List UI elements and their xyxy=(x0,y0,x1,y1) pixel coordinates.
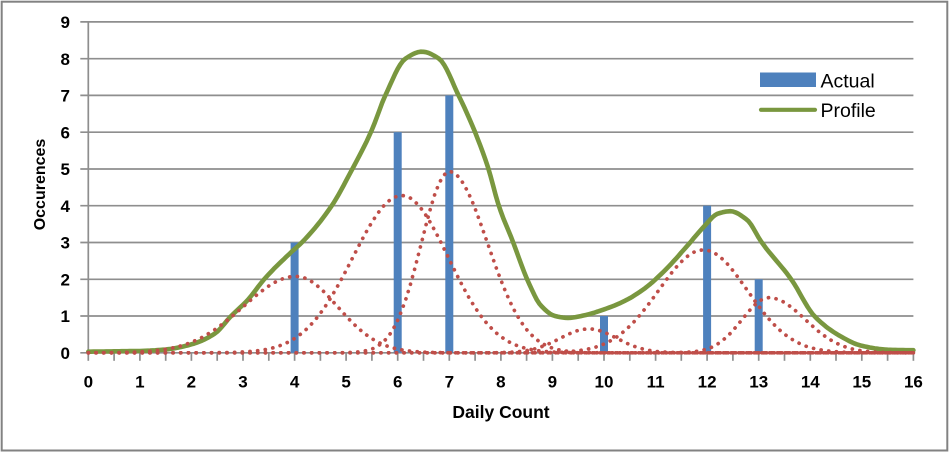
svg-text:4: 4 xyxy=(290,372,300,391)
svg-text:2: 2 xyxy=(61,271,70,290)
svg-text:12: 12 xyxy=(698,372,717,391)
svg-text:Daily Count: Daily Count xyxy=(452,402,549,422)
svg-text:0: 0 xyxy=(84,372,93,391)
svg-text:16: 16 xyxy=(904,372,923,391)
svg-text:Occurences: Occurences xyxy=(32,139,49,231)
svg-text:4: 4 xyxy=(61,197,71,216)
svg-text:5: 5 xyxy=(341,372,350,391)
svg-text:Actual: Actual xyxy=(821,70,875,92)
svg-text:6: 6 xyxy=(393,372,402,391)
svg-text:1: 1 xyxy=(135,372,144,391)
svg-text:9: 9 xyxy=(61,13,70,32)
svg-text:1: 1 xyxy=(61,307,70,326)
svg-text:15: 15 xyxy=(852,372,871,391)
svg-text:8: 8 xyxy=(496,372,505,391)
svg-text:0: 0 xyxy=(61,344,70,363)
svg-text:3: 3 xyxy=(61,234,70,253)
svg-text:8: 8 xyxy=(61,50,70,69)
svg-text:11: 11 xyxy=(647,372,665,391)
svg-text:5: 5 xyxy=(61,160,70,179)
svg-text:2: 2 xyxy=(187,372,196,391)
svg-text:9: 9 xyxy=(548,372,557,391)
svg-text:3: 3 xyxy=(238,372,247,391)
svg-text:14: 14 xyxy=(801,372,820,391)
svg-text:10: 10 xyxy=(595,372,614,391)
svg-text:7: 7 xyxy=(445,372,454,391)
svg-text:Profile: Profile xyxy=(821,100,876,122)
svg-text:7: 7 xyxy=(61,87,70,106)
svg-text:6: 6 xyxy=(61,123,70,142)
svg-text:13: 13 xyxy=(749,372,768,391)
